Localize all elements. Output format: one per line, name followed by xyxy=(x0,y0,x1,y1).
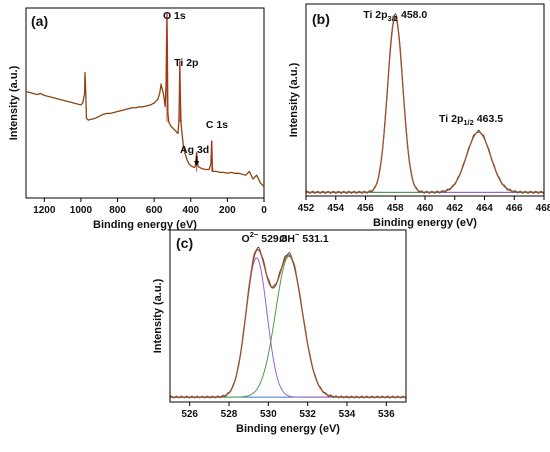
annotation-energy-value: 463.5 xyxy=(477,113,503,125)
panel-label: (c) xyxy=(176,235,193,251)
peak-annotation: Ti 2p1/2 463.5 xyxy=(439,113,503,127)
annotation-species: OH xyxy=(279,233,295,245)
raw-data-line xyxy=(305,12,545,194)
x-tick-label: 462 xyxy=(446,203,463,214)
x-tick-label: 532 xyxy=(299,409,316,420)
x-tick-label: 526 xyxy=(181,409,198,420)
peak-annotation: C 1s xyxy=(206,119,228,131)
x-tick-label: 454 xyxy=(327,203,344,214)
x-tick-label: 200 xyxy=(219,205,236,216)
peak-annotation: Ag 3d xyxy=(180,144,209,156)
x-tick-label: 456 xyxy=(357,203,374,214)
panel-a-survey-spectrum: (a) 1200 1000 800 600 400 200 0 Binding energy (… xyxy=(8,7,267,231)
x-tick-label: 1000 xyxy=(70,205,93,216)
annotation-species: Ti 2p xyxy=(363,9,387,21)
fit-envelope-line xyxy=(170,248,406,398)
fit-component-1 xyxy=(306,16,544,193)
fit-component-2 xyxy=(170,255,406,398)
x-tick-label: 458 xyxy=(387,203,404,214)
y-axis-label: Intensity (a.u.) xyxy=(288,62,300,137)
peak-annotation: O 1s xyxy=(163,10,186,22)
fit-envelope-line xyxy=(306,15,544,193)
plot-frame xyxy=(169,229,407,403)
x-tick-label: 600 xyxy=(146,205,163,216)
annotation-species: Ti 2p xyxy=(439,113,463,125)
x-tick-label: 468 xyxy=(536,203,550,214)
plot-frame xyxy=(305,3,545,197)
x-tick-label: 1200 xyxy=(33,205,56,216)
raw-data-line xyxy=(169,246,407,399)
annotation-energy-value: 531.1 xyxy=(302,233,328,245)
x-tick-label: 534 xyxy=(339,409,356,420)
plot-frame xyxy=(25,7,265,199)
x-tick-label: 400 xyxy=(182,205,199,216)
x-tick-label: 460 xyxy=(417,203,434,214)
annotation-superscript: − xyxy=(295,230,300,239)
fit-component-1 xyxy=(170,257,406,398)
x-axis-label: Binding energy (eV) xyxy=(236,423,340,435)
fit-component-2 xyxy=(306,131,544,193)
annotation-subscript: 3/2 xyxy=(388,14,398,23)
annotation-species: O xyxy=(242,233,250,245)
annotation-energy-value: 458.0 xyxy=(401,9,427,21)
survey-spectrum-line xyxy=(25,13,265,188)
y-axis-label: Intensity (a.u.) xyxy=(8,65,20,140)
x-tick-label: 530 xyxy=(260,409,277,420)
peak-annotation: Ti 2p3/2 458.0 xyxy=(363,9,427,23)
x-tick-label: 466 xyxy=(506,203,523,214)
annotation-subscript: 1/2 xyxy=(463,118,473,127)
x-tick-label: 536 xyxy=(378,409,395,420)
x-tick-label: 452 xyxy=(298,203,315,214)
peak-annotation: Ti 2p xyxy=(174,57,198,69)
annotation-superscript: 2− xyxy=(250,230,259,239)
peak-annotation: OH− 531.1 xyxy=(279,230,329,245)
x-tick-label: 464 xyxy=(476,203,493,214)
annotation-arrow-head xyxy=(194,161,200,166)
y-axis-label: Intensity (a.u.) xyxy=(152,278,164,353)
x-tick-label: 528 xyxy=(221,409,238,420)
x-tick-label: 800 xyxy=(109,205,126,216)
annotation-energy-value: 529.8 xyxy=(261,233,287,245)
x-axis-label: Binding energy (eV) xyxy=(373,217,477,229)
panel-b-ti2p-spectrum: (b) 452 454 456 458 460 462 464 466 468 Binding en… xyxy=(288,3,550,229)
panel-c-o1s-spectrum: (c) 526 528 530 532 534 536 Binding energy (eV)… xyxy=(152,229,407,435)
x-tick-label: 0 xyxy=(261,205,267,216)
peak-annotation: O2− 529.8 xyxy=(242,230,288,245)
x-axis-label: Binding energy (eV) xyxy=(93,219,197,231)
panel-label: (a) xyxy=(31,13,48,29)
panel-label: (b) xyxy=(312,11,330,27)
